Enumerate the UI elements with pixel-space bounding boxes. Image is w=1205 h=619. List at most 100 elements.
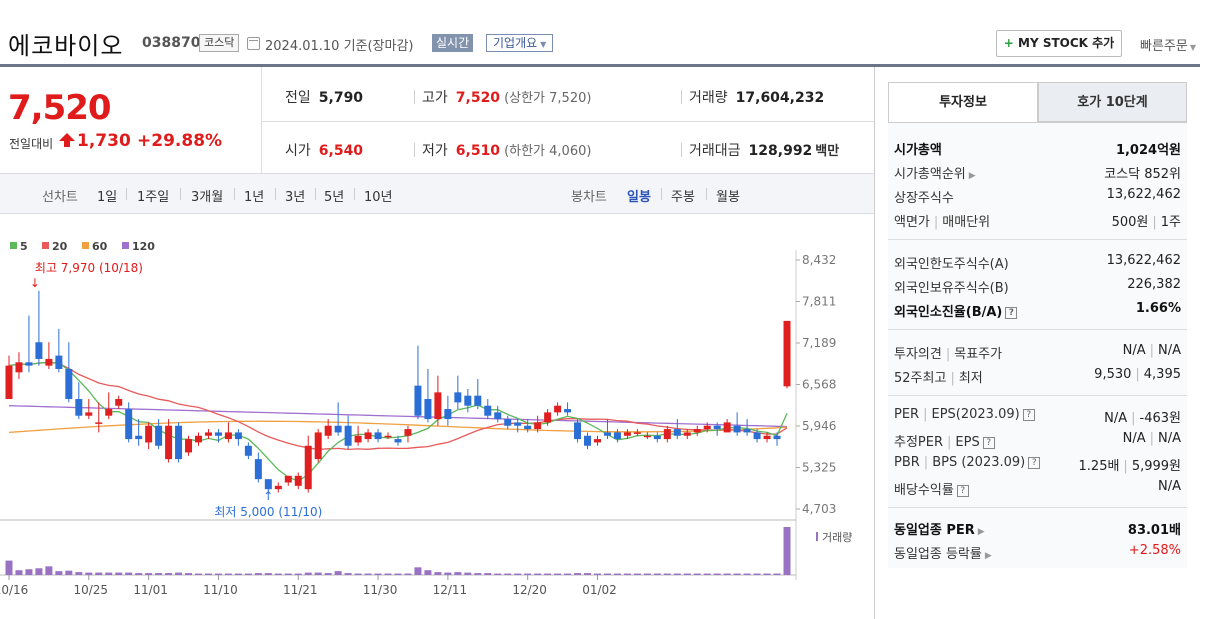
candle-body: [623, 432, 631, 436]
volume-bar: [603, 573, 611, 575]
volume-bar: [324, 573, 332, 575]
candle-body: [484, 405, 492, 416]
help-icon[interactable]: ?: [1028, 457, 1041, 469]
period-sep: [275, 188, 276, 200]
volume-bar: [25, 569, 33, 575]
candle-body: [15, 362, 23, 373]
candle-body: [494, 412, 502, 420]
est-eps-value: N/A: [1158, 431, 1181, 446]
period-1d[interactable]: 1일: [97, 190, 118, 205]
period-1w[interactable]: 1주일: [137, 190, 170, 205]
stat-prev: 전일 5,790: [285, 87, 363, 107]
corp-info-dropdown[interactable]: 기업개요 ▼: [486, 34, 554, 52]
volume-bar: [294, 573, 302, 575]
candle-body: [185, 439, 193, 453]
volume-bar: [384, 573, 392, 575]
base-date: 2024.01.10 기준(장마감): [265, 39, 414, 54]
stat-amount-unit: 백만: [815, 144, 840, 159]
volume-bar: [484, 573, 492, 575]
row-opinion: 투자의견 | 목표주가 N/A | N/A: [894, 343, 1181, 362]
eps-value: -463원: [1139, 411, 1181, 426]
corp-info-label: 기업개요: [493, 36, 538, 50]
per-label: PER: [894, 407, 920, 422]
period-sep: [661, 188, 662, 200]
period-1y[interactable]: 1년: [244, 190, 265, 205]
stat-low-label: 저가: [422, 143, 448, 159]
candle-monthly[interactable]: 월봉: [716, 190, 740, 205]
stock-code: 038870: [142, 35, 201, 51]
stat-volume: 거래량 17,604,232: [689, 87, 824, 107]
help-icon[interactable]: ?: [1005, 307, 1018, 319]
volume-bar: [434, 572, 442, 575]
row-market-cap-rank[interactable]: 시가총액순위 ▶ 코스닥 852위: [894, 163, 1181, 183]
period-3m[interactable]: 3개월: [191, 190, 224, 205]
candle-body: [723, 422, 731, 433]
candle-body: [95, 422, 103, 424]
candle-body: [653, 435, 661, 440]
realtime-button[interactable]: 실시간: [432, 34, 474, 52]
y-tick-label: 7,811: [802, 295, 836, 309]
volume-bar: [145, 573, 153, 575]
candle-body: [195, 435, 203, 443]
period-10y[interactable]: 10년: [364, 190, 393, 205]
candle-body: [703, 425, 711, 430]
help-icon[interactable]: ?: [956, 485, 969, 497]
company-name: 에코바이오: [8, 32, 124, 60]
candle-body: [45, 358, 53, 366]
ma-legend-label: 20: [52, 240, 68, 253]
row-industry-rate[interactable]: 동일업종 등락률 ▶ +2.58%: [894, 543, 1181, 563]
volume-bar: [314, 572, 322, 575]
candle-body: [663, 429, 671, 440]
volume-bar: [374, 573, 382, 575]
volume-bar: [753, 573, 761, 575]
help-icon[interactable]: ?: [1022, 409, 1035, 421]
candle-weekly[interactable]: 주봉: [671, 190, 695, 205]
period-3y[interactable]: 3년: [285, 190, 306, 205]
volume-bar: [85, 572, 93, 575]
y-tick-label: 5,946: [802, 419, 836, 433]
row-industry-per[interactable]: 동일업종 PER ▶ 83.01배: [894, 519, 1181, 539]
tab-invest-info[interactable]: 투자정보: [888, 82, 1038, 122]
mystock-add-button[interactable]: + MY STOCK 추가: [996, 30, 1122, 57]
stat-high: 고가 7,520 (상한가 7,520): [422, 87, 591, 107]
volume-bar: [354, 573, 362, 575]
period-5y[interactable]: 5년: [324, 190, 345, 205]
volume-bar: [254, 573, 262, 575]
line-chart-label: 선차트: [42, 190, 78, 205]
candle-body: [384, 435, 392, 438]
candle-body: [175, 425, 183, 460]
volume-bar: [234, 573, 242, 575]
candle-body: [783, 320, 791, 387]
target-value: N/A: [1158, 343, 1181, 358]
candle-daily[interactable]: 일봉: [627, 190, 651, 205]
candle-body: [314, 432, 322, 460]
help-icon[interactable]: ?: [982, 437, 995, 449]
x-tick-label: 01/02: [582, 583, 617, 597]
candle-body: [334, 425, 342, 433]
week52-high-value: 9,530: [1094, 367, 1132, 382]
opinion-label: 투자의견: [894, 347, 942, 362]
quick-order-button[interactable]: 빠른주문 ▼: [1140, 35, 1196, 54]
ind-rate-label: 동일업종 등락률: [894, 547, 982, 562]
stat-prev-value: 5,790: [318, 90, 364, 106]
invest-info-table: 시가총액 1,024억원 시가총액순위 ▶ 코스닥 852위 상장주식수 13,622,…: [888, 122, 1187, 568]
x-tick-label: 10/16: [0, 583, 28, 597]
tab-hoga[interactable]: 호가 10단계: [1038, 82, 1187, 122]
volume-bar: [613, 573, 621, 575]
candle-body: [254, 459, 262, 480]
opinion-value: N/A: [1122, 343, 1146, 358]
price-chart[interactable]: 8,432 7,811 7,189 6,568 5,946 5,325 4,703 10/16…: [0, 214, 875, 619]
candle-body: [374, 432, 382, 440]
candle-body: [264, 479, 272, 490]
candle-body: [474, 395, 482, 406]
volume-bar: [404, 573, 412, 575]
stats-divider: [261, 121, 875, 122]
volume-bar: [45, 566, 53, 575]
volume-bar: [204, 573, 212, 575]
volume-bar: [653, 573, 661, 575]
stat-sep: [681, 90, 682, 104]
volume-bar: [454, 572, 462, 575]
volume-bar: [663, 573, 671, 575]
y-tick-label: 4,703: [802, 502, 836, 516]
volume-bar: [65, 570, 73, 575]
